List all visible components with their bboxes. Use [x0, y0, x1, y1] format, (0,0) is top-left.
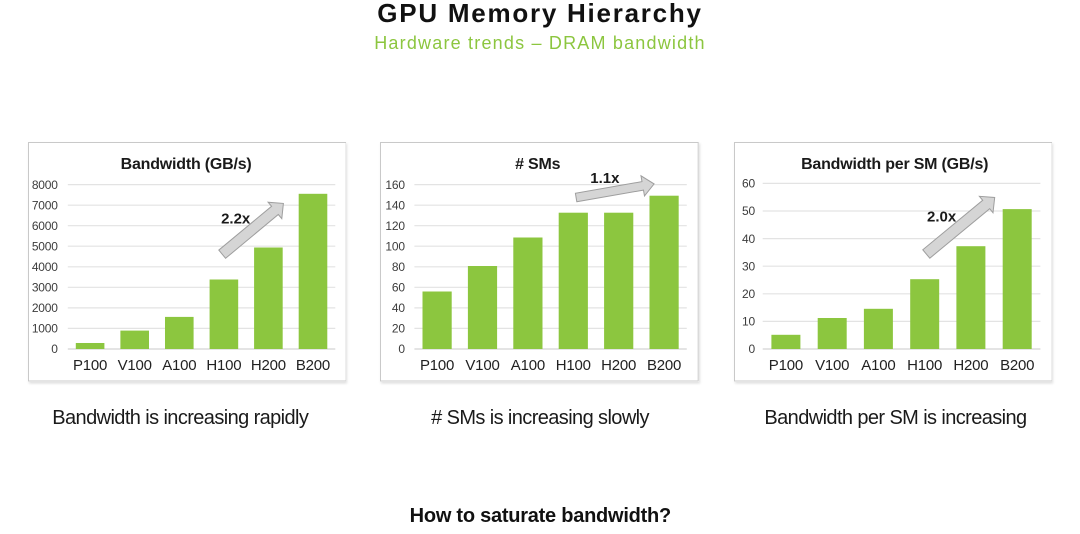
svg-text:1.1x: 1.1x — [591, 170, 621, 187]
svg-text:160: 160 — [386, 178, 406, 192]
svg-text:H200: H200 — [601, 357, 636, 374]
svg-text:120: 120 — [386, 219, 406, 233]
svg-text:H200: H200 — [953, 357, 988, 374]
svg-text:V100: V100 — [815, 357, 849, 374]
svg-text:30: 30 — [742, 259, 755, 273]
svg-text:80: 80 — [392, 260, 405, 274]
svg-text:Bandwidth (GB/s): Bandwidth (GB/s) — [120, 156, 251, 173]
svg-text:60: 60 — [742, 177, 755, 191]
svg-text:20: 20 — [392, 322, 405, 336]
svg-text:4000: 4000 — [31, 260, 57, 274]
svg-text:P100: P100 — [420, 357, 454, 374]
svg-text:H200: H200 — [250, 357, 285, 374]
svg-text:2000: 2000 — [31, 301, 57, 315]
svg-text:60: 60 — [392, 280, 405, 294]
svg-text:P100: P100 — [72, 357, 106, 374]
svg-text:140: 140 — [386, 198, 406, 212]
svg-text:H100: H100 — [206, 357, 241, 374]
svg-text:3000: 3000 — [31, 280, 57, 294]
svg-text:V100: V100 — [117, 357, 151, 374]
svg-text:7000: 7000 — [31, 198, 57, 212]
svg-text:B200: B200 — [1000, 357, 1034, 374]
svg-text:100: 100 — [386, 240, 406, 254]
svg-text:0: 0 — [51, 342, 58, 356]
svg-text:H100: H100 — [556, 357, 591, 374]
svg-text:8000: 8000 — [31, 178, 57, 192]
svg-text:10: 10 — [742, 315, 755, 329]
svg-text:0: 0 — [748, 342, 755, 356]
svg-text:# SMs: # SMs — [515, 156, 561, 173]
svg-text:40: 40 — [392, 301, 405, 315]
svg-text:6000: 6000 — [31, 219, 57, 233]
svg-text:40: 40 — [742, 232, 755, 246]
svg-text:H100: H100 — [907, 357, 942, 374]
svg-text:P100: P100 — [769, 357, 803, 374]
svg-text:50: 50 — [742, 204, 755, 218]
svg-text:A100: A100 — [861, 357, 895, 374]
svg-text:5000: 5000 — [31, 240, 57, 254]
svg-text:1000: 1000 — [31, 322, 57, 336]
svg-text:A100: A100 — [511, 357, 545, 374]
svg-text:V100: V100 — [466, 357, 500, 374]
svg-text:0: 0 — [399, 342, 406, 356]
svg-text:20: 20 — [742, 287, 755, 301]
svg-text:Bandwidth per SM (GB/s): Bandwidth per SM (GB/s) — [801, 156, 988, 173]
svg-text:A100: A100 — [162, 357, 196, 374]
svg-text:2.2x: 2.2x — [221, 211, 251, 228]
svg-text:2.0x: 2.0x — [927, 208, 957, 225]
svg-text:B200: B200 — [647, 357, 681, 374]
svg-text:B200: B200 — [295, 357, 329, 374]
